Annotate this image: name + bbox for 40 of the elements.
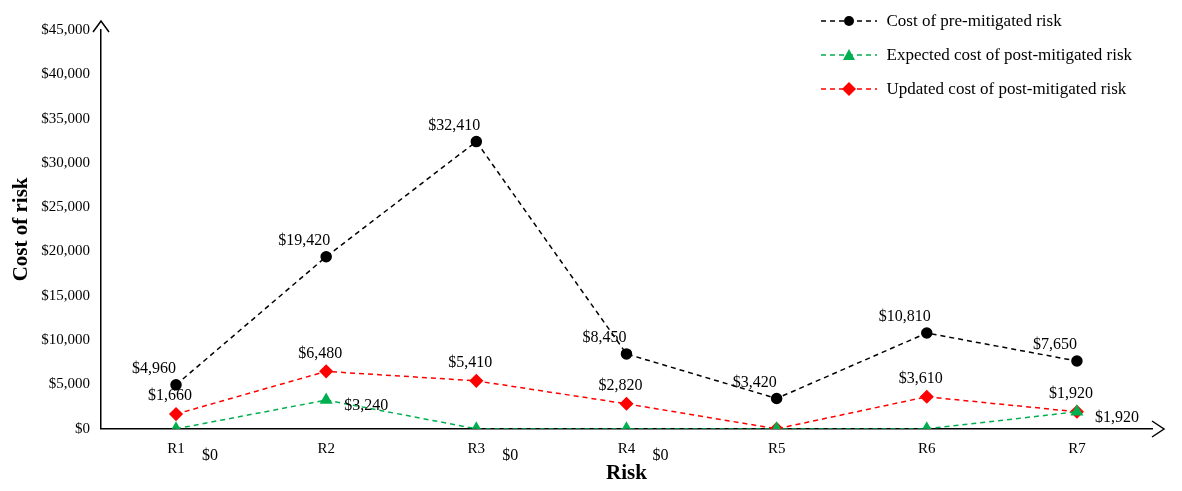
legend-label: Cost of pre-mitigated risk: [886, 11, 1062, 31]
data-label: $0: [202, 446, 219, 463]
data-label: $10,810: [878, 307, 931, 325]
y-tick-label: $30,000: [41, 153, 90, 170]
x-tick-label: R2: [317, 439, 335, 456]
y-tick-label: $45,000: [41, 20, 90, 37]
data-label: $1,660: [148, 386, 193, 404]
x-axis-title: Risk: [606, 459, 648, 484]
data-label: $6,480: [298, 343, 343, 361]
data-label: $0: [502, 446, 519, 463]
x-tick-label: R1: [167, 439, 185, 456]
data-label: $19,420: [278, 230, 331, 248]
data-label: $3,420: [732, 372, 777, 390]
data-label: $4,960: [132, 359, 177, 377]
y-tick-label: $5,000: [48, 375, 90, 392]
x-tick-label: R7: [1068, 439, 1087, 456]
x-tick-label: R6: [918, 439, 937, 456]
data-label: $0: [652, 446, 669, 463]
data-label: $3,240: [344, 396, 389, 414]
data-label: $8,450: [582, 328, 627, 346]
legend-label: Updated cost of post-mitigated risk: [886, 79, 1127, 99]
data-label: $1,920: [1094, 407, 1139, 425]
y-tick-label: $35,000: [41, 109, 90, 126]
y-tick-label: $20,000: [41, 242, 90, 259]
data-label: $1,920: [1048, 383, 1093, 401]
data-label: $2,820: [598, 376, 643, 394]
data-label: $32,410: [428, 115, 481, 133]
x-tick-label: R3: [467, 439, 486, 456]
data-label: $7,650: [1032, 335, 1077, 353]
x-tick-label: R5: [767, 439, 786, 456]
y-tick-label: $10,000: [41, 331, 90, 348]
legend-label: Expected cost of post-mitigated risk: [886, 45, 1132, 65]
data-label: $5,410: [448, 353, 493, 371]
y-tick-label: $40,000: [41, 65, 90, 82]
y-tick-label: $0: [74, 419, 90, 436]
y-tick-label: $25,000: [41, 198, 90, 215]
x-tick-label: R4: [617, 439, 636, 456]
data-label: $3,610: [898, 369, 943, 387]
y-tick-label: $15,000: [41, 286, 90, 303]
y-axis-title: Cost of risk: [8, 177, 33, 282]
